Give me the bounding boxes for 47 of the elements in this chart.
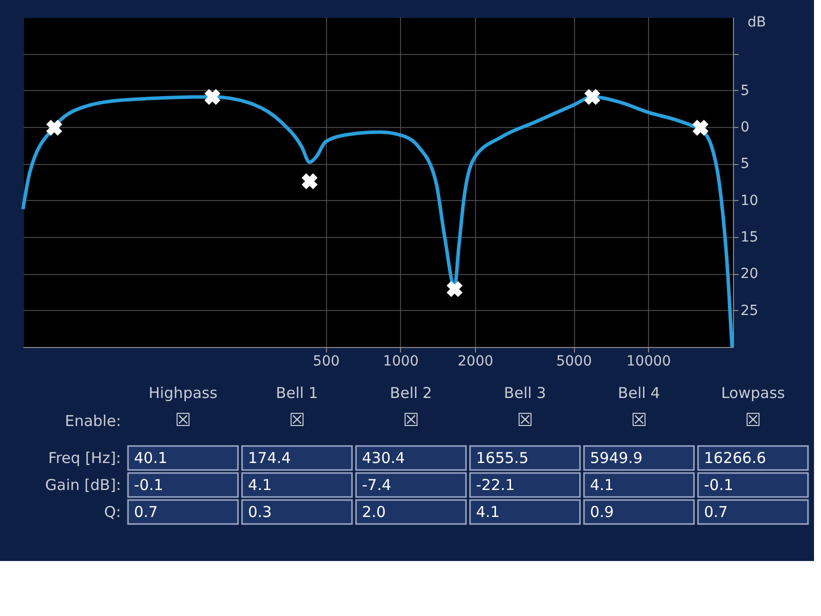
y-tick-label: 5 — [740, 82, 750, 99]
text: ☒ — [402, 410, 420, 431]
text: 16266.6 — [704, 449, 766, 467]
text: 0.9 — [590, 503, 614, 521]
y-tick-label: 15 — [740, 230, 758, 246]
x-tick-label: 10000 — [626, 354, 671, 370]
text: 4.1 — [248, 476, 272, 494]
text: 5949.9 — [590, 449, 642, 467]
text: 0.7 — [134, 503, 158, 521]
text: Enable: — [64, 412, 121, 430]
text: ☒ — [744, 410, 762, 431]
text: 4.1 — [590, 476, 614, 494]
text: Bell 1 — [276, 384, 318, 402]
text: 2.0 — [362, 503, 386, 521]
text: 0.7 — [704, 503, 728, 521]
text: -7.4 — [362, 476, 392, 494]
y-tick-label: 25 — [740, 302, 758, 319]
text: 4.1 — [476, 503, 500, 521]
text: Bell 2 — [390, 384, 432, 402]
text: Bell 3 — [504, 384, 546, 402]
x-tick-label: 500 — [312, 354, 340, 370]
text: ☒ — [288, 410, 306, 431]
text: 40.1 — [134, 449, 168, 467]
x-tick-label: 2000 — [458, 354, 494, 370]
text: 1655.5 — [476, 449, 528, 467]
text: 430.4 — [362, 449, 405, 467]
y-tick-label: 5 — [740, 156, 750, 172]
text: ☒ — [516, 410, 534, 431]
text: Freq [Hz]: — [48, 449, 121, 467]
text: 0.3 — [248, 503, 272, 521]
y-tick-label: 10 — [740, 192, 758, 209]
text: Bell 4 — [618, 384, 660, 402]
text: Gain [dB]: — [45, 476, 121, 494]
x-tick-label: 1000 — [383, 354, 419, 370]
y-tick-label: 0 — [740, 120, 750, 136]
text: Q: — [104, 503, 121, 521]
text: 174.4 — [248, 449, 291, 467]
text: Lowpass — [721, 384, 786, 402]
y-tick-label: 20 — [740, 266, 758, 282]
text: -0.1 — [134, 476, 164, 494]
text: ☒ — [174, 410, 192, 431]
text: -22.1 — [476, 476, 515, 494]
y-axis-title: dB — [748, 14, 766, 30]
text: Highpass — [148, 384, 218, 402]
text: ☒ — [630, 410, 648, 431]
x-tick-label: 5000 — [556, 354, 592, 370]
text: -0.1 — [704, 476, 734, 494]
